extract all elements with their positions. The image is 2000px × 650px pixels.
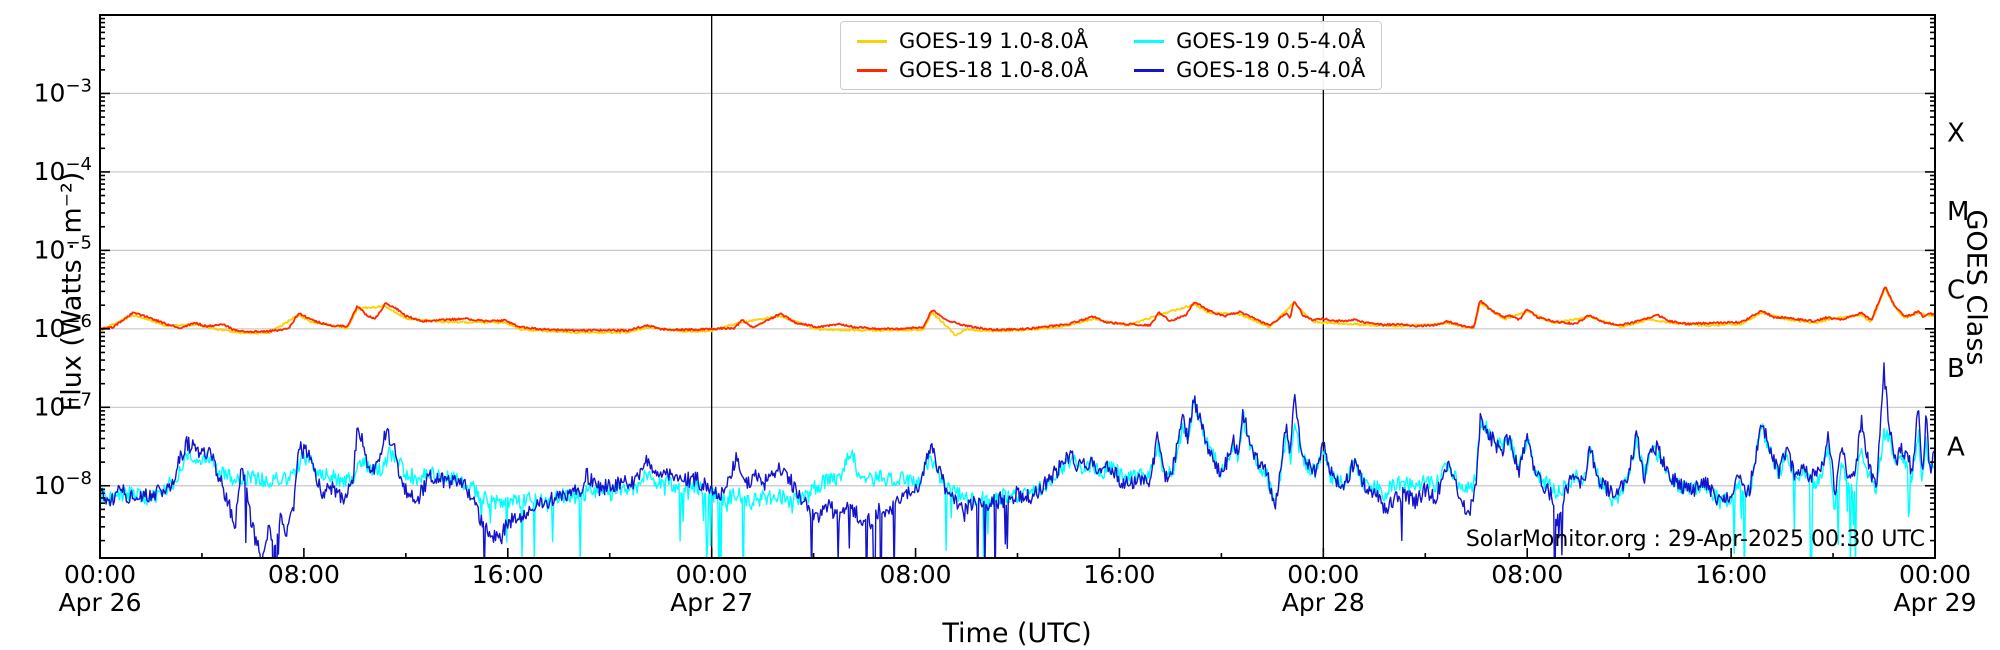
legend-line-swatch (857, 68, 887, 72)
legend-label: GOES-19 0.5-4.0Å (1176, 29, 1366, 53)
y-tick-label: 10−7 (34, 389, 92, 421)
legend-item-goes-19-1.0-8.0-: GOES-19 1.0-8.0Å (857, 29, 1088, 53)
legend-line-swatch (857, 39, 887, 43)
x-tick-time: 08:00 (268, 560, 340, 589)
legend-label: GOES-18 0.5-4.0Å (1176, 58, 1366, 82)
legend-label: GOES-18 1.0-8.0Å (899, 58, 1089, 82)
x-tick-time: 08:00 (880, 560, 952, 589)
y-tick-label: 10−3 (34, 75, 92, 107)
gridlines (100, 92, 1935, 487)
goes-class-letters: X M C B A (1947, 119, 1969, 463)
axis-ticks (99, 17, 1936, 558)
x-tick-date: Apr 29 (1893, 588, 1976, 617)
legend-item-goes-19-0.5-4.0-: GOES-19 0.5-4.0Å (1134, 29, 1365, 53)
legend: GOES-19 1.0-8.0Å GOES-18 1.0-8.0Å GOES-19 … (840, 21, 1383, 90)
x-tick-date: Apr 28 (1282, 588, 1365, 617)
x-tick-time: 00:00 (1287, 560, 1359, 589)
plot-frame (99, 14, 1936, 559)
x-tick-time: 16:00 (472, 560, 544, 589)
x-tick-time: 08:00 (1491, 560, 1563, 589)
day-boundary-lines (711, 15, 1324, 558)
legend-item-goes-18-1.0-8.0-: GOES-18 1.0-8.0Å (857, 58, 1088, 82)
goes-class-x: X (1947, 119, 1965, 149)
legend-item-goes-18-0.5-4.0-: GOES-18 0.5-4.0Å (1134, 58, 1365, 82)
y-axis-label: Flux (Watts · m⁻²) (56, 171, 88, 412)
x-tick-time: 00:00 (1899, 560, 1971, 589)
legend-line-swatch (1134, 68, 1165, 72)
y-tick-label: 10−6 (34, 311, 92, 343)
y-tick-label: 10−5 (34, 232, 92, 264)
goes-class-a: A (1947, 433, 1965, 463)
x-tick-time: 16:00 (1083, 560, 1155, 589)
x-tick-time: 00:00 (676, 560, 748, 589)
legend-label: GOES-19 1.0-8.0Å (899, 29, 1089, 53)
series-goes-19-0.5-4.0- (100, 399, 1935, 558)
x-tick-time: 00:00 (64, 560, 136, 589)
series-goes-18-1.0-8.0- (100, 286, 1935, 334)
legend-line-swatch (1134, 39, 1165, 43)
x-axis-label: Time (UTC) (942, 618, 1092, 649)
series-goes-18-0.5-4.0- (100, 362, 1935, 558)
x-tick-date: Apr 26 (58, 588, 141, 617)
series-curves (100, 286, 1935, 558)
goes-class-c: C (1947, 276, 1965, 306)
y-tick-label: 10−4 (34, 154, 92, 186)
y-tick-label: 10−8 (34, 468, 92, 500)
goes-class-m: M (1947, 197, 1969, 227)
y-tick-labels: 10−3 10−4 10−5 10−6 10−7 10−8 (34, 75, 92, 499)
goes-class-b: B (1947, 354, 1965, 384)
goes-class-axis-label: GOES Class (1960, 209, 1992, 366)
watermark-text: SolarMonitor.org : 29-Apr-2025 00:30 UTC (1465, 527, 1925, 552)
x-tick-date: Apr 27 (670, 588, 753, 617)
x-tick-time: 16:00 (1695, 560, 1767, 589)
